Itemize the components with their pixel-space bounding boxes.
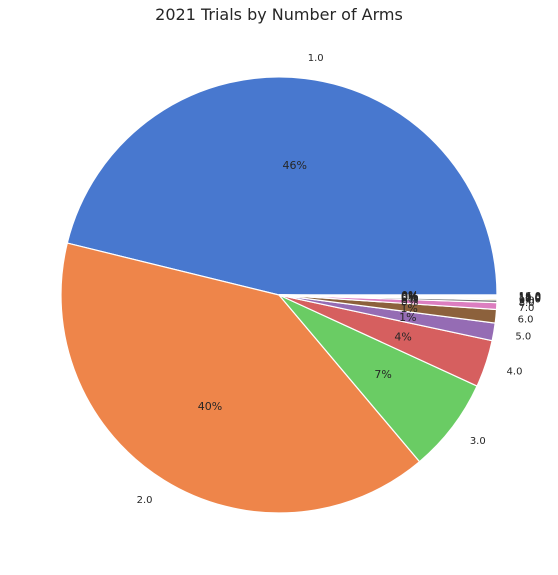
- percent-label-14.0: 0%: [401, 290, 418, 303]
- category-label-10.0: 10.0: [519, 294, 541, 305]
- percent-label-2.0: 40%: [198, 400, 222, 413]
- pie-slice-2.0: [60, 242, 421, 514]
- category-label-15.0: 15.0: [519, 292, 541, 303]
- percent-label-16.0: 0%: [401, 289, 418, 302]
- category-label-14.0: 14.0: [519, 292, 541, 303]
- percent-label-8.0: 0%: [401, 293, 418, 306]
- category-label-4.0: 4.0: [507, 367, 523, 378]
- category-label-5.0: 5.0: [515, 332, 531, 343]
- percent-label-9.0: 0%: [401, 292, 418, 305]
- percent-label-3.0: 7%: [374, 368, 391, 381]
- percent-label-6.0: 1%: [400, 302, 417, 315]
- percent-labels: 46%40%7%4%1%1%0%0%0%0%0%0%0%0%0%0%: [198, 159, 419, 413]
- percent-label-4.0: 4%: [394, 330, 411, 343]
- category-label-2.0: 2.0: [137, 495, 153, 506]
- percent-label-1.0: 46%: [282, 159, 306, 172]
- category-label-3.0: 3.0: [470, 436, 486, 447]
- percent-label-10.0: 0%: [401, 291, 418, 304]
- chart-title: 2021 Trials by Number of Arms: [155, 5, 403, 24]
- category-label-13.0: 13.0: [519, 293, 541, 304]
- category-labels: 1.02.03.04.05.06.07.08.09.010.011.012.01…: [137, 53, 541, 506]
- percent-label-5.0: 1%: [399, 311, 416, 324]
- category-label-16.0: 16.0: [519, 291, 541, 302]
- percent-label-7.0: 0%: [401, 296, 418, 309]
- percent-label-11.0: 0%: [401, 290, 418, 303]
- category-label-11.0: 11.0: [519, 294, 541, 305]
- percent-label-15.0: 0%: [401, 289, 418, 302]
- category-label-7.0: 7.0: [518, 303, 534, 314]
- percent-label-13.0: 0%: [401, 290, 418, 303]
- category-label-8.0: 8.0: [519, 298, 535, 309]
- category-label-1.0: 1.0: [308, 53, 324, 64]
- pie-slices: [60, 76, 498, 514]
- pie-slice-1.0: [66, 76, 498, 296]
- category-label-6.0: 6.0: [518, 314, 534, 325]
- category-label-9.0: 9.0: [519, 296, 535, 307]
- percent-label-12.0: 0%: [401, 290, 418, 303]
- category-label-12.0: 12.0: [519, 293, 541, 304]
